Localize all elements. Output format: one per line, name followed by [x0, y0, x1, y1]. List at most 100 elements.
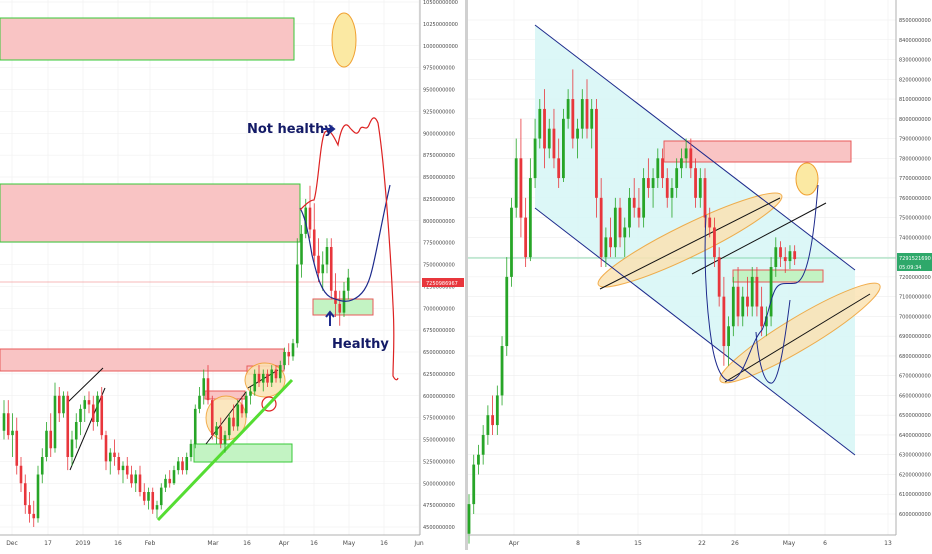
- left-y-tick-label: 10000000000: [423, 44, 458, 50]
- left-candle-body: [40, 457, 44, 475]
- left-candle-body: [261, 373, 265, 383]
- left-black-trendline-1: [69, 387, 106, 471]
- left-resistance-zone-top: [0, 17, 295, 61]
- left-y-tick-label: 5000000000: [423, 481, 455, 487]
- left-x-tick-label: Mar: [207, 540, 219, 547]
- left-candle-body: [6, 413, 10, 436]
- left-candle-body: [113, 452, 116, 457]
- right-candle-body: [491, 415, 494, 426]
- right-candle-body: [651, 178, 655, 188]
- left-candle-body: [283, 352, 286, 366]
- right-candle-body: [500, 346, 504, 396]
- left-y-tick-label: 6750000000: [423, 328, 455, 334]
- left-candle-body: [104, 435, 108, 462]
- left-chart-panel: Not healthy Healthy 10500000000 102500000…: [0, 0, 465, 547]
- right-x-tick-label: 8: [576, 540, 580, 547]
- left-resistance-zone-mid: [0, 183, 301, 243]
- right-y-tick-label: 7600000000: [899, 196, 931, 202]
- left-candle-body: [274, 369, 278, 379]
- left-candle-body: [91, 404, 95, 422]
- right-candle-body: [755, 276, 759, 307]
- right-candle-body: [788, 251, 792, 262]
- right-countdown-tag: [897, 262, 932, 271]
- left-price-tag-text: 7250986967: [426, 281, 458, 287]
- right-black-trendline-lower: [724, 293, 871, 383]
- right-x-tick-label: 6: [823, 540, 827, 547]
- right-y-tick-label: 7700000000: [899, 176, 931, 182]
- left-candle-body: [11, 430, 14, 436]
- not-healthy-arrow-icon: [321, 124, 336, 134]
- left-y-tick-label: 7250000000: [423, 284, 455, 290]
- right-candle-body: [481, 434, 485, 455]
- left-candle-body: [125, 465, 129, 475]
- right-y-tick-label: 8400000000: [899, 38, 931, 44]
- right-candle-body: [708, 217, 712, 228]
- right-candle-body: [609, 237, 612, 248]
- left-y-tick-label: 8250000000: [423, 197, 455, 203]
- left-candle-body: [32, 513, 36, 519]
- right-y-tick-label: 6500000000: [899, 413, 931, 419]
- left-y-tick-label: 6500000000: [423, 350, 455, 356]
- left-y-tick-label: 10500000000: [423, 0, 458, 6]
- left-candle-body: [79, 408, 82, 422]
- left-candle-body: [83, 400, 87, 409]
- left-candle-body: [23, 483, 27, 506]
- left-candle-body: [87, 400, 91, 405]
- left-candle-body: [70, 439, 74, 457]
- left-candle-body: [185, 457, 189, 471]
- right-y-tick-label: 8100000000: [899, 97, 931, 103]
- right-chart-panel: 8500000000 8400000000 8300000000 8200000000…: [467, 0, 932, 547]
- right-y-tick-label: 7400000000: [899, 235, 931, 241]
- left-candle-body: [198, 395, 201, 409]
- left-y-tick-label: 7500000000: [423, 263, 455, 269]
- left-candle-body: [142, 492, 146, 501]
- right-y-tick-label: 8500000000: [899, 18, 931, 24]
- left-candle-body: [138, 474, 142, 492]
- left-candle-body: [206, 378, 210, 401]
- left-candle-body: [130, 474, 133, 484]
- left-candle-body: [278, 365, 282, 379]
- left-candle-body: [100, 395, 104, 436]
- right-target-ellipse: [795, 162, 819, 196]
- left-y-tick-label: 7750000000: [423, 241, 455, 247]
- left-support-zone-low: [193, 443, 293, 463]
- right-candle-body: [656, 158, 660, 179]
- left-candle-body: [62, 395, 65, 414]
- right-candle-body: [642, 178, 646, 218]
- left-candle-body: [57, 395, 61, 414]
- left-x-tick-label: Jun: [413, 540, 424, 547]
- right-price-tag: [897, 253, 932, 262]
- left-candle-body: [338, 303, 342, 313]
- left-candle-body: [19, 465, 23, 484]
- right-candle-body: [552, 128, 556, 159]
- right-black-trendline-upper: [599, 197, 781, 290]
- right-candle-body: [632, 197, 636, 208]
- right-y-tick-label: 8300000000: [899, 58, 931, 64]
- right-candle-body: [646, 178, 650, 188]
- right-candle-body: [505, 276, 509, 347]
- right-projection-path: [704, 184, 819, 382]
- healthy-arrow-icon: [325, 310, 335, 326]
- left-x-tick-label: 16: [243, 540, 251, 547]
- left-red-circle-marker: [261, 396, 277, 412]
- right-candle-body: [774, 247, 778, 267]
- left-black-trendline-3: [205, 391, 247, 445]
- right-candle-body: [698, 178, 702, 198]
- left-candle-body: [244, 395, 248, 414]
- right-candle-body: [486, 415, 490, 435]
- left-resistance-zone-low: [0, 348, 285, 372]
- left-x-tick-label: 16: [114, 540, 122, 547]
- right-candle-body: [576, 128, 579, 139]
- left-y-tick-label: 4500000000: [423, 525, 455, 531]
- left-candle-body: [266, 373, 269, 383]
- right-candle-body: [580, 99, 584, 129]
- left-x-tick-label: Dec: [6, 540, 18, 547]
- left-y-tick-label: 5750000000: [423, 416, 455, 422]
- panel-divider[interactable]: [465, 0, 468, 550]
- left-candle-body: [253, 373, 257, 392]
- left-y-tick-label: 7000000000: [423, 306, 455, 312]
- right-candle-body: [628, 197, 631, 228]
- left-y-axis: [421, 0, 465, 535]
- healthy-label: Healthy: [332, 337, 389, 352]
